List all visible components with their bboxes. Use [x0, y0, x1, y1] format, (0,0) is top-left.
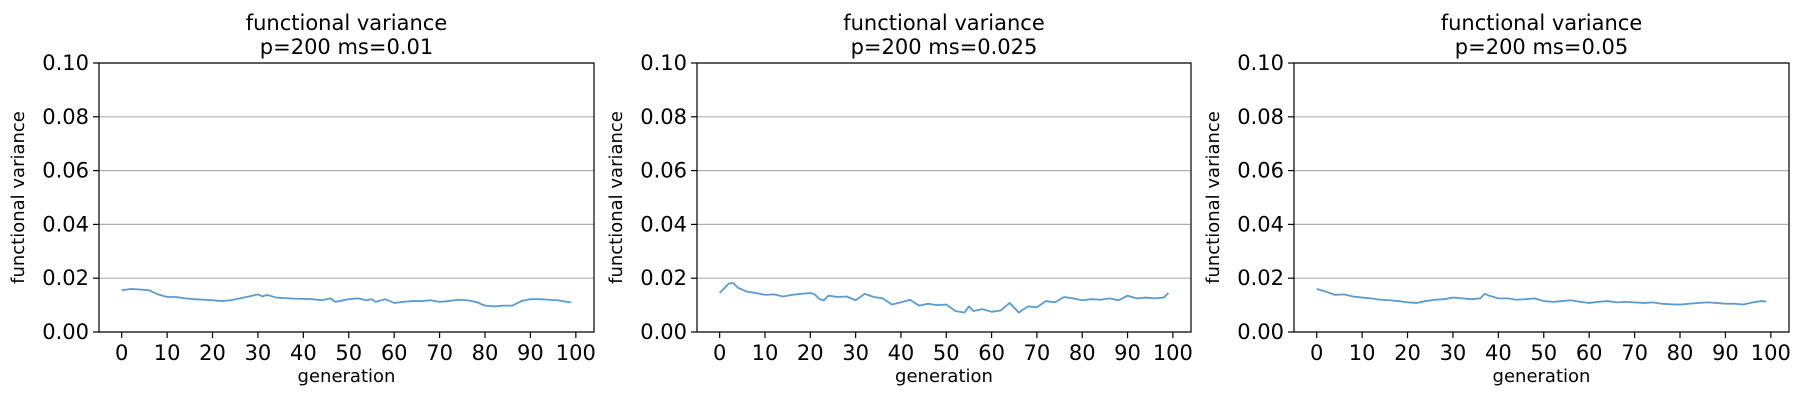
y-tick-label: 0.02 — [640, 266, 687, 290]
x-tick-label: 40 — [1485, 341, 1512, 365]
x-tick-label: 10 — [154, 341, 181, 365]
x-tick-label: 60 — [978, 341, 1005, 365]
x-tick-label: 70 — [1621, 341, 1648, 365]
y-tick-label: 0.00 — [640, 320, 687, 344]
x-tick-label: 100 — [1153, 341, 1193, 365]
y-tick-label: 0.04 — [640, 212, 687, 236]
y-axis-label: functional variance — [1203, 111, 1224, 284]
y-tick-label: 0.04 — [1237, 212, 1284, 236]
plot-frame — [696, 62, 1192, 333]
y-tick-label: 0.08 — [640, 105, 687, 129]
x-tick-label: 80 — [472, 341, 499, 365]
y-tick-label: 0.10 — [42, 51, 89, 75]
x-tick-label: 70 — [426, 341, 453, 365]
y-axis-label: functional variance — [8, 111, 29, 284]
x-tick-label: 70 — [1024, 341, 1051, 365]
y-tick-label: 0.04 — [42, 212, 89, 236]
x-tick-label: 80 — [1069, 341, 1096, 365]
x-tick-label: 30 — [245, 341, 272, 365]
series-line — [719, 282, 1169, 314]
series-line — [121, 288, 572, 308]
x-tick-label: 50 — [933, 341, 960, 365]
x-tick-label: 50 — [335, 341, 362, 365]
x-axis-label: generation — [298, 366, 396, 387]
x-tick-label: 20 — [199, 341, 226, 365]
y-tick-label: 0.10 — [1237, 51, 1284, 75]
chart-subtitle: p=200 ms=0.01 — [260, 35, 433, 59]
y-tick-label: 0.06 — [640, 159, 687, 183]
x-tick-label: 90 — [1712, 341, 1739, 365]
x-tick-label: 0 — [713, 341, 726, 365]
x-tick-label: 30 — [842, 341, 869, 365]
x-tick-label: 100 — [1751, 341, 1791, 365]
y-tick-label: 0.08 — [1237, 105, 1284, 129]
x-tick-label: 40 — [888, 341, 915, 365]
x-tick-label: 90 — [1114, 341, 1141, 365]
y-tick-label: 0.08 — [42, 105, 89, 129]
x-tick-label: 10 — [752, 341, 779, 365]
plot-frame — [1293, 62, 1790, 333]
x-tick-label: 80 — [1667, 341, 1694, 365]
chart-panel-1: 0.00 0.02 0.04 0.06 0.08 0.10 0 10 20 30 40 50 60 70 8… — [8, 11, 596, 387]
x-tick-label: 100 — [556, 341, 596, 365]
chart-panel-2: 0.00 0.02 0.04 0.06 0.08 0.10 0 10 20 30 40 50 60 70 8… — [606, 11, 1193, 387]
y-axis-label: functional variance — [606, 111, 627, 284]
y-tick-label: 0.02 — [1237, 266, 1284, 290]
chart-subtitle: p=200 ms=0.025 — [851, 35, 1038, 59]
plot-frame — [98, 62, 595, 333]
y-tick-label: 0.02 — [42, 266, 89, 290]
x-tick-label: 20 — [1394, 341, 1421, 365]
x-axis-label: generation — [895, 366, 993, 387]
y-tick-label: 0.10 — [640, 51, 687, 75]
x-tick-label: 0 — [115, 341, 128, 365]
x-tick-label: 50 — [1530, 341, 1557, 365]
y-tick-label: 0.00 — [1237, 320, 1284, 344]
x-tick-label: 20 — [797, 341, 824, 365]
x-tick-label: 40 — [290, 341, 317, 365]
chart-title: functional variance — [1441, 11, 1643, 35]
chart-subtitle: p=200 ms=0.05 — [1455, 35, 1628, 59]
y-tick-label: 0.00 — [42, 320, 89, 344]
x-tick-label: 30 — [1440, 341, 1467, 365]
chart-title: functional variance — [246, 11, 448, 35]
x-tick-label: 60 — [381, 341, 408, 365]
x-tick-label: 60 — [1576, 341, 1603, 365]
x-tick-label: 10 — [1349, 341, 1376, 365]
y-tick-label: 0.06 — [1237, 159, 1284, 183]
x-tick-label: 0 — [1310, 341, 1323, 365]
x-tick-label: 90 — [517, 341, 544, 365]
x-axis-label: generation — [1493, 366, 1591, 387]
series-line — [1316, 288, 1767, 306]
chart-panel-3: 0.00 0.02 0.04 0.06 0.08 0.10 0 10 20 30 40 50 60 70 8… — [1203, 11, 1791, 387]
chart-title: functional variance — [843, 11, 1045, 35]
y-tick-label: 0.06 — [42, 159, 89, 183]
